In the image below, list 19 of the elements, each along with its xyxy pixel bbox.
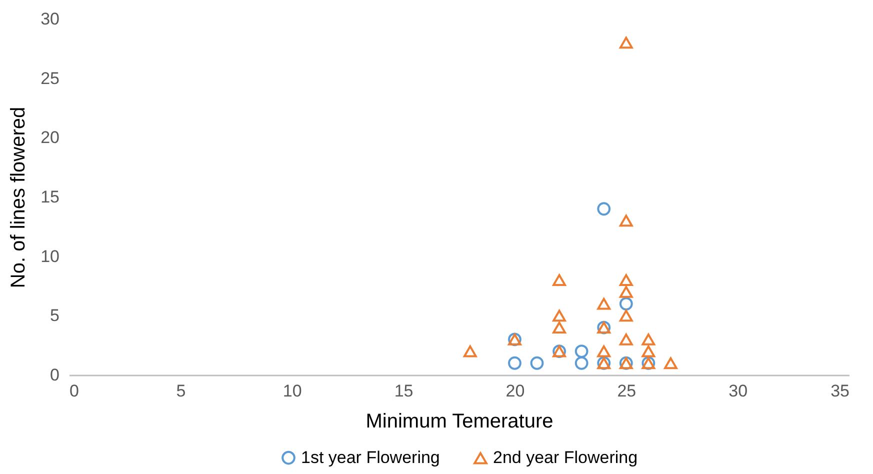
y-tick-label: 20 — [40, 128, 60, 148]
legend-label: 2nd year Flowering — [493, 448, 638, 468]
x-axis-title: Minimum Temerature — [366, 410, 554, 432]
x-tick-label: 25 — [617, 382, 636, 400]
x-tick-label: 35 — [830, 382, 850, 400]
y-tick-label: 5 — [50, 306, 60, 326]
y-tick-label: 30 — [40, 10, 60, 28]
y-tick-label: 25 — [40, 68, 60, 88]
x-tick-label: 20 — [506, 382, 525, 400]
x-tick-label: 0 — [70, 382, 79, 400]
y-tick-label: 15 — [40, 188, 60, 206]
y-tick-label: 10 — [40, 246, 60, 266]
x-tick-label: 15 — [394, 382, 414, 400]
x-tick-label: 10 — [282, 382, 302, 400]
legend-label: 1st year Flowering — [301, 448, 440, 467]
x-tick-label: 5 — [176, 382, 186, 400]
y-tick-label: 0 — [50, 366, 60, 384]
y-axis-title: No. of lines flowered — [8, 106, 30, 288]
x-tick-label: 30 — [728, 382, 748, 400]
